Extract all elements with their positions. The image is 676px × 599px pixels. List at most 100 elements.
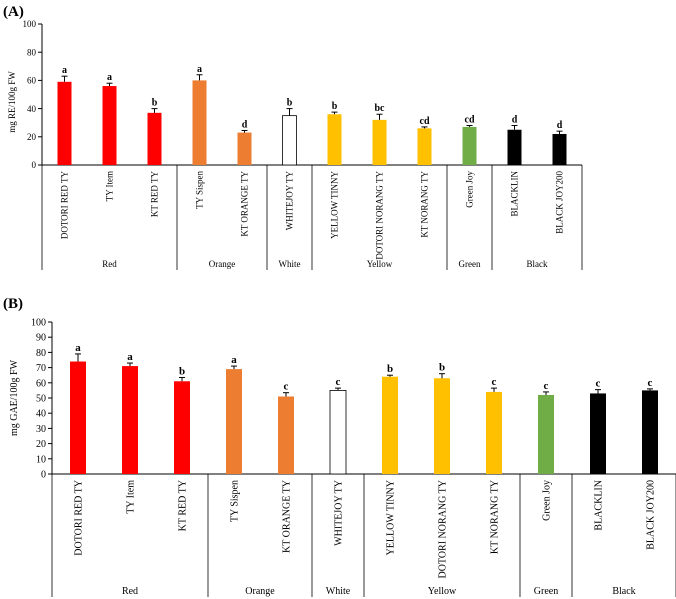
- category-label: TY Sispen: [230, 480, 241, 522]
- significance-letter: c: [284, 381, 289, 393]
- group-label: Red: [122, 586, 138, 597]
- bar: [282, 115, 297, 166]
- bar: [642, 390, 658, 474]
- significance-letter: b: [152, 98, 158, 109]
- y-tick-label: 80: [36, 348, 46, 359]
- y-tick-label: 70: [36, 363, 46, 374]
- category-label: BLACK JOY200: [555, 171, 565, 234]
- category-label: KT NORANG TY: [420, 171, 430, 238]
- bar: [70, 361, 86, 474]
- bar: [434, 378, 450, 474]
- category-label: WHITEJOY TY: [334, 480, 345, 546]
- significance-letter: b: [179, 365, 185, 377]
- y-tick-label: 20: [27, 132, 37, 142]
- chart-panel-b: (B) mg GAE/100g FW 0 10 20 30 40 50 60 70 80 90 10…: [3, 296, 676, 597]
- significance-letter: a: [62, 65, 67, 76]
- category-label: KT RED TY: [150, 171, 160, 218]
- y-tick-label: 0: [32, 160, 37, 170]
- bar: [57, 81, 72, 165]
- y-axis-label: mg GAE/100g FW: [9, 359, 20, 436]
- bar: [147, 112, 162, 165]
- group-label: Green: [459, 259, 481, 269]
- y-tick-label: 80: [27, 47, 37, 57]
- bar: [278, 396, 294, 474]
- y-tick-label: 100: [31, 318, 46, 329]
- significance-letter: bc: [375, 103, 386, 114]
- significance-letter: c: [596, 378, 601, 390]
- category-label: Green Joy: [542, 480, 553, 521]
- category-label: DOTORI RED TY: [74, 480, 85, 556]
- significance-letter: cd: [465, 115, 475, 126]
- category-label: KT ORANGE TY: [240, 171, 250, 237]
- category-label: DOTORI RED TY: [60, 171, 70, 240]
- y-tick-label: 30: [36, 424, 46, 435]
- significance-letter: c: [492, 376, 497, 388]
- significance-letter: c: [544, 380, 549, 392]
- category-label: DOTORI NORANG TY: [438, 480, 449, 579]
- group-label: Red: [102, 259, 117, 269]
- bar: [417, 128, 432, 165]
- bar: [226, 369, 242, 474]
- bar: [507, 129, 522, 165]
- significance-letter: b: [439, 362, 445, 374]
- y-tick-label: 40: [36, 409, 46, 420]
- bar: [237, 132, 252, 165]
- group-label: White: [279, 259, 301, 269]
- y-tick-label: 60: [36, 378, 46, 389]
- bar: [327, 114, 342, 165]
- bar: [486, 391, 502, 474]
- category-label: BLACKLIN: [594, 480, 605, 531]
- significance-letter: b: [287, 98, 293, 109]
- significance-letter: d: [242, 119, 248, 130]
- category-label: DOTORI NORANG TY: [375, 171, 385, 260]
- bar: [382, 376, 398, 474]
- group-label: Yellow: [367, 259, 393, 269]
- bar: [552, 133, 567, 165]
- category-label: TY Item: [126, 480, 137, 514]
- significance-letter: d: [557, 120, 563, 131]
- category-label: KT NORANG TY: [490, 480, 501, 554]
- group-label: Black: [612, 586, 635, 597]
- category-label: TY Item: [105, 171, 115, 201]
- category-label: KT ORANGE TY: [282, 480, 293, 553]
- chart-panel-a: (A) mg RE/100g FW 0 20 40 60 80 100 a DOTORI RE…: [3, 4, 583, 270]
- category-label: Green Joy: [465, 171, 475, 208]
- bar: [102, 86, 117, 165]
- group-label: Black: [527, 259, 548, 269]
- significance-letter: a: [75, 342, 81, 354]
- y-tick-label: 0: [41, 470, 46, 481]
- significance-letter: c: [336, 376, 341, 388]
- bar: [590, 393, 606, 474]
- category-label: WHITEJOY TY: [285, 171, 295, 231]
- y-tick-label: 20: [36, 439, 46, 450]
- panel-label: (B): [3, 296, 23, 312]
- significance-letter: b: [387, 363, 393, 375]
- y-tick-label: 90: [36, 333, 46, 344]
- significance-letter: a: [231, 354, 237, 366]
- category-label: BLACK JOY200: [646, 480, 657, 550]
- y-axis-label: mg RE/100g FW: [7, 71, 17, 133]
- category-label: BLACKLIN: [510, 171, 520, 217]
- category-label: TY Sispen: [195, 171, 205, 209]
- significance-letter: c: [648, 377, 653, 389]
- y-tick-label: 60: [27, 76, 37, 86]
- y-tick-label: 100: [23, 19, 37, 29]
- category-label: YELLOW TINNY: [330, 171, 340, 239]
- significance-letter: a: [197, 64, 202, 75]
- group-label: Yellow: [428, 586, 457, 597]
- panel-label: (A): [3, 4, 24, 20]
- bar: [192, 80, 207, 165]
- bar: [462, 126, 477, 165]
- bar: [329, 389, 347, 475]
- significance-letter: a: [127, 351, 133, 363]
- bar: [122, 366, 138, 474]
- bar: [372, 119, 387, 165]
- y-tick-label: 10: [36, 454, 46, 465]
- significance-letter: b: [332, 101, 338, 112]
- bar: [538, 394, 554, 474]
- significance-letter: cd: [420, 116, 430, 127]
- bar: [174, 381, 190, 474]
- significance-letter: d: [512, 115, 518, 126]
- significance-letter: a: [107, 72, 112, 83]
